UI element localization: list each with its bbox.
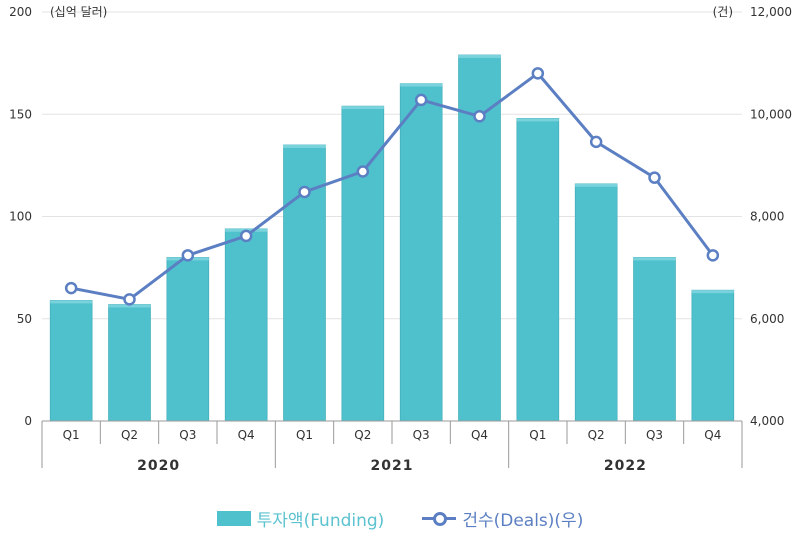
line-marker-swatch-icon	[422, 510, 457, 526]
right-tick-label: 12,000	[750, 5, 792, 19]
bar-swatch-icon	[216, 510, 251, 526]
axis-labels: 0 50 100 150 200 4,000 6,000 8,000 10,000 12,000 (…	[9, 5, 792, 474]
left-tick-label: 150	[9, 107, 32, 121]
quarter-label: Q2	[588, 428, 605, 442]
funding-bar	[224, 228, 268, 422]
deals-point	[123, 293, 136, 306]
funding-bar	[633, 257, 676, 422]
quarter-label: Q2	[354, 428, 371, 442]
year-label: 2022	[604, 458, 647, 474]
right-tick-label: 8,000	[750, 210, 784, 224]
right-tick-label: 4,000	[750, 414, 784, 428]
left-tick-label: 0	[24, 414, 32, 428]
left-axis-unit: (십억 달러)	[50, 5, 107, 19]
funding-bar	[108, 304, 151, 422]
legend: 투자액(Funding) 건수(Deals)(우)	[0, 504, 800, 532]
funding-bar-cap	[633, 257, 676, 261]
quarter-label: Q3	[179, 428, 196, 442]
deals-point	[589, 135, 603, 149]
funding-bar-cap	[400, 83, 443, 87]
right-tick-label: 10,000	[750, 107, 792, 121]
deals-point	[414, 93, 428, 107]
funding-bar	[399, 83, 443, 422]
quarter-label: Q2	[121, 428, 138, 442]
quarter-label: Q3	[413, 428, 430, 442]
quarter-label: Q1	[63, 428, 80, 442]
year-label: 2020	[137, 458, 180, 474]
deals-point	[648, 171, 661, 184]
deals-point	[181, 249, 195, 262]
deals-point	[298, 185, 311, 199]
funding-bar	[49, 300, 93, 422]
funding-bar	[691, 289, 735, 422]
year-label: 2021	[371, 458, 414, 474]
quarter-label: Q4	[238, 428, 255, 442]
deals-point	[64, 281, 78, 295]
funding-bar-cap	[108, 304, 151, 308]
funding-bar	[458, 54, 501, 422]
quarter-label: Q1	[529, 428, 546, 442]
legend-funding: 투자액(Funding)	[216, 506, 385, 531]
funding-deals-chart: 0 50 100 150 200 4,000 6,000 8,000 10,000 12,000 (…	[9, 5, 792, 474]
funding-bar	[166, 257, 210, 422]
gridlines	[42, 11, 742, 320]
funding-bar-cap	[283, 144, 326, 148]
quarter-label: Q1	[296, 428, 313, 442]
legend-deals-label: 건수(Deals)(우)	[462, 510, 584, 531]
funding-bar-cap	[50, 300, 93, 304]
funding-bars	[49, 54, 735, 422]
deals-line-path	[70, 71, 715, 301]
funding-bar	[516, 118, 560, 422]
funding-bar-cap	[341, 106, 384, 110]
right-axis-unit: (건)	[713, 5, 733, 19]
deals-point	[239, 229, 253, 243]
funding-bar-cap	[458, 54, 501, 58]
deals-point	[531, 67, 545, 80]
deals-point	[356, 165, 370, 178]
funding-bar-cap	[516, 118, 559, 122]
deals-line	[64, 67, 720, 306]
axes	[41, 420, 743, 468]
deals-point	[706, 249, 720, 262]
legend-funding-label: 투자액(Funding)	[256, 510, 385, 531]
right-tick-label: 6,000	[750, 312, 784, 326]
legend-deals: 건수(Deals)(우)	[422, 506, 583, 531]
left-tick-label: 100	[9, 210, 32, 224]
quarter-label: Q3	[646, 428, 663, 442]
quarter-label: Q4	[471, 428, 488, 442]
left-tick-label: 50	[17, 312, 32, 326]
funding-bar-cap	[575, 183, 618, 187]
deals-point	[473, 110, 486, 123]
funding-bar	[574, 183, 618, 422]
funding-bar-cap	[691, 290, 734, 294]
quarter-label: Q4	[704, 428, 721, 442]
left-tick-label: 200	[9, 5, 32, 19]
